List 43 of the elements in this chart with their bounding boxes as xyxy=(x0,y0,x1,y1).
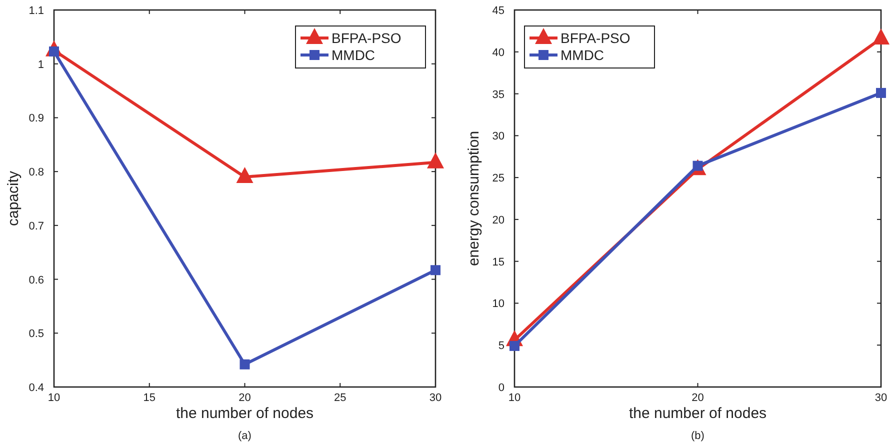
x-tick-label: 15 xyxy=(143,392,156,404)
y-tick-label: 0.4 xyxy=(28,382,44,394)
legend-label: MMDC xyxy=(332,47,376,63)
y-tick-label: 20 xyxy=(492,214,504,226)
y-tick-label: 5 xyxy=(498,340,504,352)
y-tick-label: 1 xyxy=(38,58,44,71)
point xyxy=(236,166,254,183)
y-tick-label: 0.8 xyxy=(28,166,44,179)
text: (a) xyxy=(238,430,252,442)
y-tick-label: 1.1 xyxy=(28,5,44,17)
x-tick-label: 10 xyxy=(48,392,60,404)
x-axis-title: the number of nodes xyxy=(176,405,314,422)
legend-label: BFPA-PSO xyxy=(332,30,402,46)
point xyxy=(430,265,440,276)
y-axis-title: energy consumption xyxy=(466,130,482,266)
point xyxy=(427,152,444,168)
y-tick-label: 25 xyxy=(492,172,504,185)
point xyxy=(876,88,886,98)
y-tick-label: 40 xyxy=(492,46,504,59)
y-tick-label: 0.6 xyxy=(28,274,44,286)
point xyxy=(872,28,890,44)
y-tick-label: 0.5 xyxy=(28,328,44,340)
point xyxy=(510,340,520,351)
y-tick-label: 45 xyxy=(492,5,504,17)
text: (b) xyxy=(691,430,704,442)
point xyxy=(240,359,250,370)
y-axis-title: capacity xyxy=(5,170,22,226)
x-axis-title: the number of nodes xyxy=(628,405,767,422)
x-tick-label: 30 xyxy=(874,392,888,404)
y-tick-label: 0.9 xyxy=(28,112,44,125)
legend-label: MMDC xyxy=(560,47,604,63)
x-tick-label: 30 xyxy=(429,392,442,404)
y-tick-label: 0 xyxy=(498,382,504,394)
x-tick-label: 20 xyxy=(692,392,704,404)
y-tick-label: 30 xyxy=(492,130,504,143)
y-tick-label: 35 xyxy=(492,88,504,101)
y-tick-label: 15 xyxy=(492,256,504,268)
legend-label: BFPA-PSO xyxy=(560,30,630,46)
y-tick-label: 0.7 xyxy=(28,220,44,232)
x-tick-label: 25 xyxy=(334,392,346,404)
x-tick-label: 10 xyxy=(508,392,521,404)
y-tick-label: 10 xyxy=(492,298,504,310)
x-tick-label: 20 xyxy=(238,392,251,404)
